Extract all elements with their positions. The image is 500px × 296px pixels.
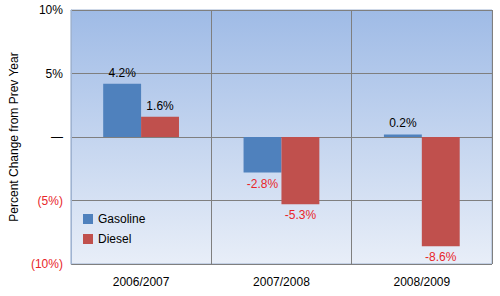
svg-text:-5.3%: -5.3% [285, 208, 317, 222]
svg-text:-2.8%: -2.8% [247, 177, 279, 191]
svg-text:(5%): (5%) [38, 194, 63, 208]
svg-text:Percent Change from Prev Year: Percent Change from Prev Year [7, 52, 21, 221]
svg-text:2007/2008: 2007/2008 [253, 275, 310, 289]
svg-text:2006/2007: 2006/2007 [113, 275, 170, 289]
svg-text:1.6%: 1.6% [146, 99, 174, 113]
svg-text:—: — [51, 130, 63, 144]
svg-text:Diesel: Diesel [98, 232, 131, 246]
svg-text:2008/2009: 2008/2009 [393, 275, 450, 289]
svg-text:-8.6%: -8.6% [425, 250, 457, 264]
svg-text:4.2%: 4.2% [108, 66, 136, 80]
svg-text:10%: 10% [39, 3, 63, 17]
svg-text:Gasoline: Gasoline [98, 212, 146, 226]
svg-text:5%: 5% [46, 67, 64, 81]
svg-text:(10%): (10%) [31, 257, 63, 271]
svg-text:0.2%: 0.2% [389, 116, 417, 130]
